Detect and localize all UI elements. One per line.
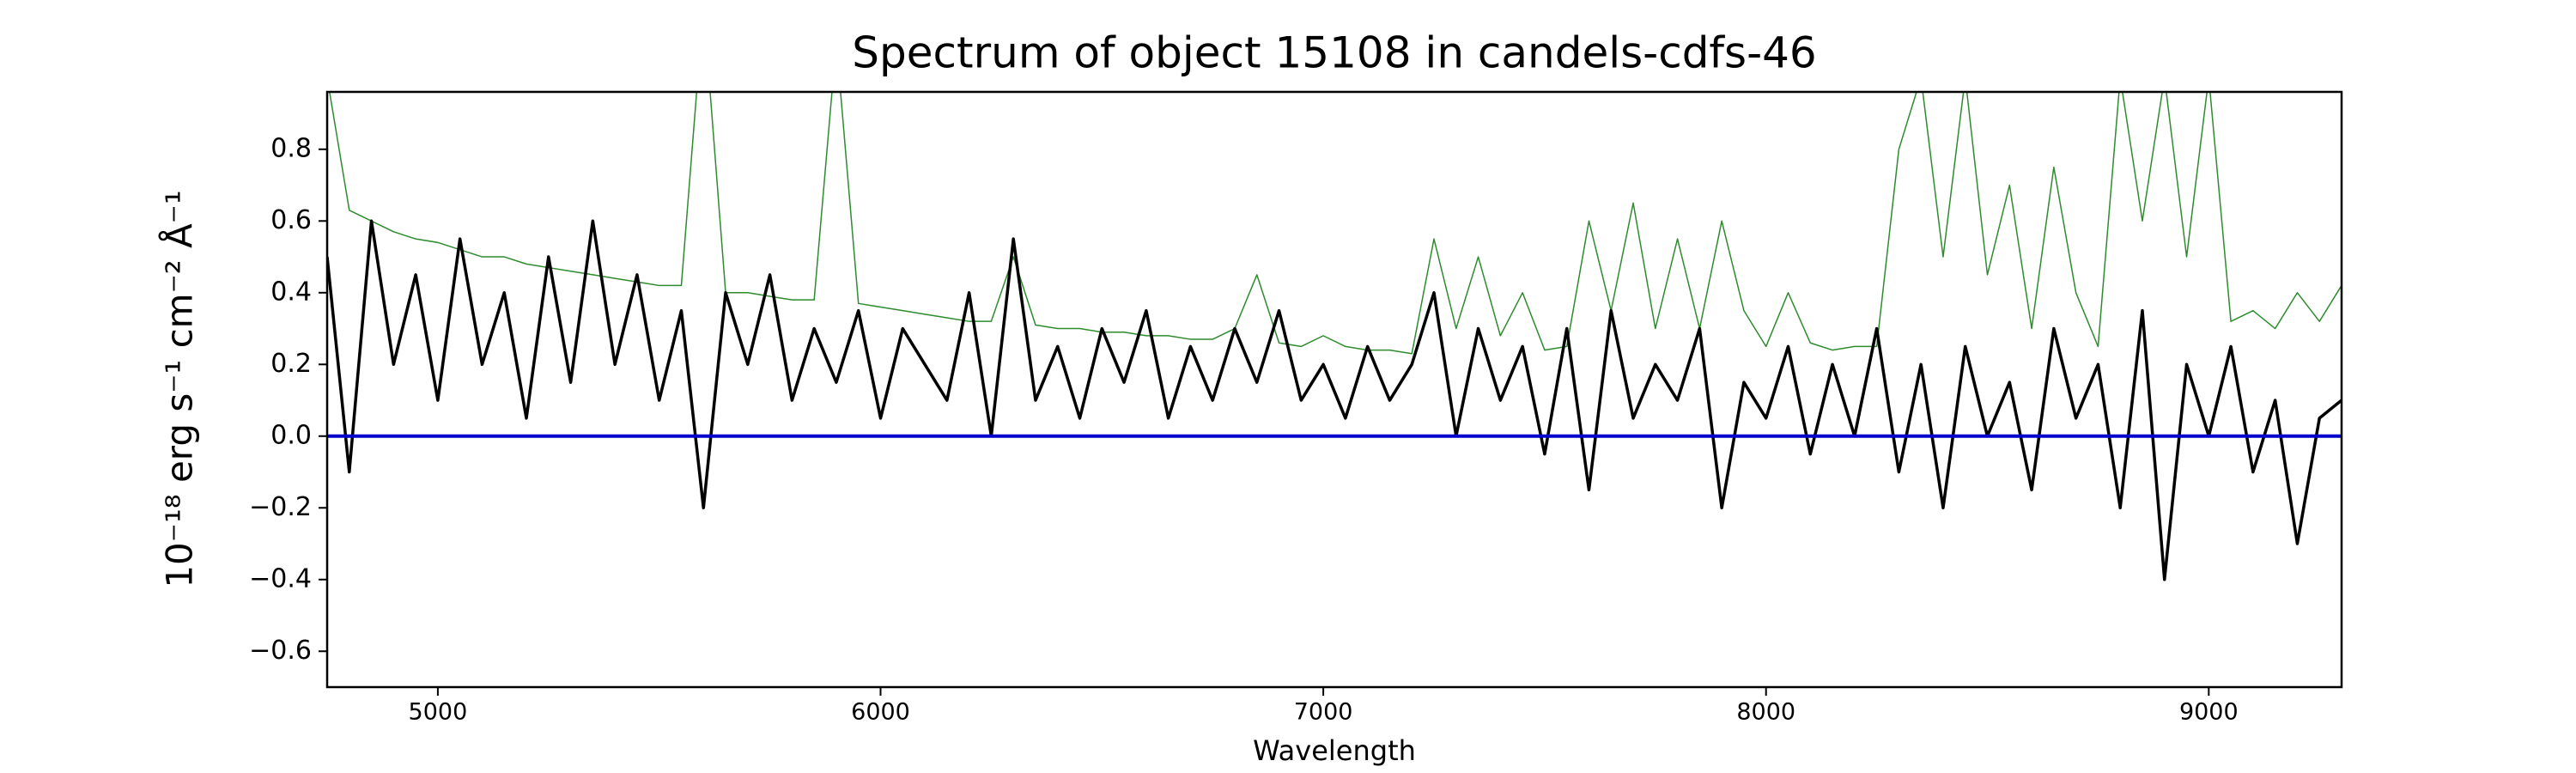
x-axis-label: Wavelength: [1253, 734, 1416, 767]
plot-frame: [325, 90, 2343, 689]
y-tick-label: 0.4: [270, 277, 312, 307]
y-tick-label: −0.4: [249, 563, 312, 593]
y-tick-label: 0.0: [270, 420, 312, 450]
x-tick-label: 7000: [1294, 699, 1353, 726]
y-tick-label: −0.2: [249, 492, 312, 522]
plot-area: [327, 92, 2342, 581]
spectrum-line: [329, 92, 2342, 355]
x-tick-label: 8000: [1736, 699, 1795, 726]
y-tick-label: 0.2: [270, 349, 312, 379]
y-tick-label: 0.6: [270, 205, 312, 235]
x-tick-label: 5000: [409, 699, 468, 726]
y-tick-label: 0.8: [270, 133, 312, 163]
chart-title: Spectrum of object 15108 in candels-cdfs…: [852, 28, 1817, 78]
y-axis-label: 10⁻¹⁸ erg s⁻¹ cm⁻² Å⁻¹: [158, 190, 201, 587]
x-tick-label: 6000: [851, 699, 910, 726]
x-tick-label: 9000: [2179, 699, 2239, 726]
y-tick-label: −0.6: [249, 636, 312, 666]
spectrum-line: [327, 219, 2342, 581]
